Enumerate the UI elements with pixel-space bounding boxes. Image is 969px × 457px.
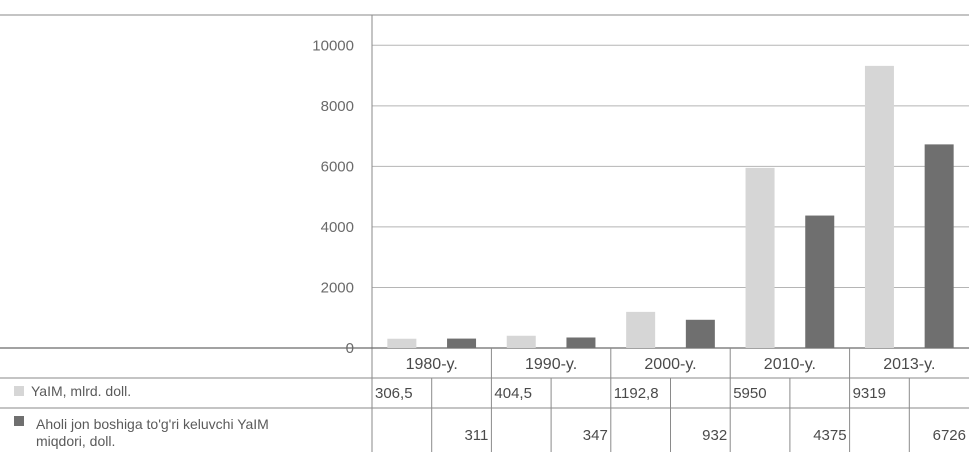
data-label-gdp-per-capita: 932 [702,427,727,444]
bar-gdp-per-capita [447,338,477,348]
data-label-gdp-per-capita: 347 [583,427,608,444]
category-label: 2000-y. [644,356,696,373]
bar-gdp [506,335,536,348]
y-tick-label: 4000 [321,219,354,236]
y-tick-label: 2000 [321,279,354,296]
bar-gdp [626,311,656,348]
bar-gdp-per-capita [566,337,596,348]
data-label-gdp-per-capita: 311 [464,427,488,444]
category-label: 1980-y. [406,356,458,373]
data-label-gdp: 5950 [733,385,766,402]
data-label-gdp-per-capita: 4375 [813,427,846,444]
legend-swatch-gdp-per-capita [14,416,24,426]
bar-gdp [864,65,894,348]
bar-gdp [387,338,417,348]
data-label-gdp: 1192,8 [614,385,659,402]
legend-label-gdp-per-capita: Aholi jon boshiga to'g'ri keluvchi YaIM [36,416,269,432]
bar-gdp-per-capita [685,319,715,348]
legend-label-gdp-per-capita: miqdori, doll. [36,433,115,449]
data-label-gdp: 9319 [853,385,886,402]
bar-gdp-per-capita [805,215,835,348]
legend-swatch-gdp [14,386,24,396]
legend-label-gdp: YaIM, mlrd. doll. [31,383,131,399]
data-label-gdp: 404,5 [494,385,532,402]
bar-gdp [745,167,775,348]
bar-gdp-per-capita [924,144,954,348]
y-tick-label: 8000 [321,98,354,115]
category-label: 2013-y. [883,356,935,373]
y-tick-label: 10000 [312,37,354,54]
category-label: 2010-y. [764,356,816,373]
category-label: 1990-y. [525,356,577,373]
y-tick-label: 6000 [321,158,354,175]
data-label-gdp: 306,5 [375,385,413,402]
data-label-gdp-per-capita: 6726 [933,427,966,444]
